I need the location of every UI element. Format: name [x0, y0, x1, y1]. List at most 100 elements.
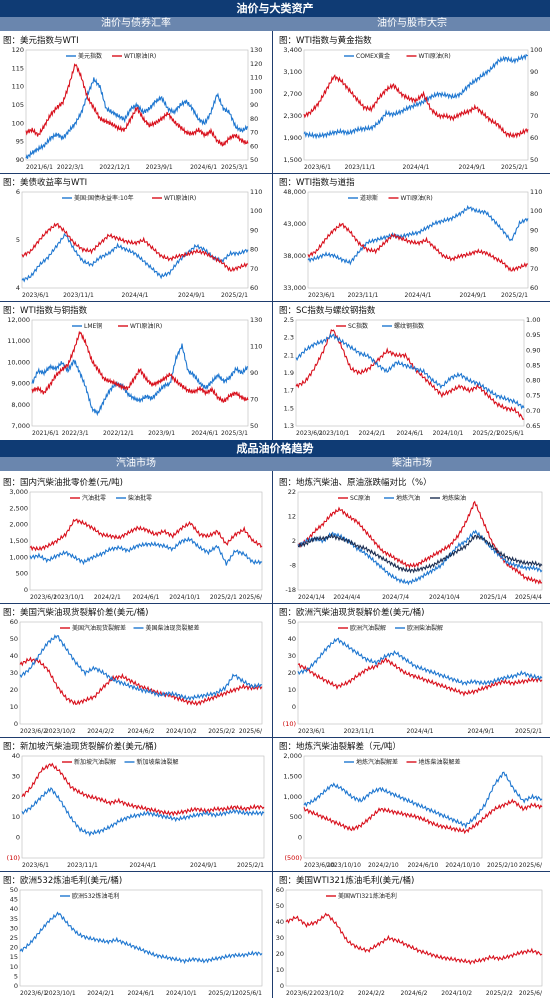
chart-title: 图：WTI指数与铜指数	[3, 306, 88, 316]
x-tick-label: 2024/4/1	[407, 728, 434, 735]
y-tick-label-left: 1.7	[284, 387, 294, 395]
chart-svg: 4 5 6 60 70 80 90 100 110 2023/6/1 2023/11/1 2024/4…	[16, 188, 263, 299]
y-tick-label-right: 70	[530, 265, 538, 273]
legend-label: 欧洲柴油裂解	[407, 624, 443, 632]
y-tick-label-left: 10	[12, 813, 20, 821]
x-tick-label: 2025/4/4	[515, 594, 542, 601]
legend-label: WTI原油(R)	[419, 52, 451, 60]
x-tick-label: 2024/4/1	[405, 292, 432, 299]
y-tick-label-right: 50	[530, 156, 538, 164]
y-tick-label-right: 70	[250, 396, 258, 404]
legend-label: 道琼斯	[360, 194, 378, 202]
row-divider	[0, 301, 550, 302]
y-tick-label-left: 2.5	[284, 316, 294, 324]
y-tick-label-left: 10	[10, 963, 18, 971]
series-line	[19, 634, 263, 702]
x-tick-label: 2023/10/1	[53, 594, 84, 601]
y-tick-label-right: 50	[250, 422, 258, 430]
y-tick-label-right: 130	[250, 46, 262, 54]
x-tick-label: 2025/2/2	[208, 728, 235, 735]
chart-svg: 1.3 1.5 1.7 1.9 2.1 2.3 2.5 0.65 0.70 0.75 0.80 0.8…	[284, 316, 541, 437]
legend-label: 新加坡汽油裂解	[74, 758, 116, 766]
y-tick-label-left: 50	[10, 635, 18, 643]
x-tick-label: 2025/2/1	[221, 292, 248, 299]
x-tick-label: 2023/11/1	[67, 862, 98, 869]
x-tick-label: 2023/10/1	[319, 430, 350, 437]
x-tick-label: 2023/11/1	[348, 292, 379, 299]
plot-frame	[19, 889, 263, 987]
x-tick-label: 2022/3/1	[57, 164, 84, 171]
chart-svg: (10) 0 10 20 30 40 2023/6/1 2023/11/1 2024/4/1 20…	[7, 752, 265, 869]
y-tick-label-left: 50	[10, 886, 18, 894]
x-tick-label: 2024/9/1	[190, 862, 217, 869]
subheader-left: 油价与债券汇率	[101, 18, 171, 29]
chart-panel-refinery-crack: 图：地炼汽柴油裂解差（元/吨） (500) 0 500 1,000 1,500 2,000…	[276, 740, 550, 870]
y-tick-label-left: 3,100	[283, 68, 302, 76]
plot-frame	[307, 191, 529, 289]
y-tick-label-left: 0	[14, 720, 18, 728]
y-tick-label-left: 30	[276, 934, 284, 942]
x-tick-label: 2025/2/1	[501, 292, 528, 299]
y-tick-label-right: 120	[250, 60, 262, 68]
x-tick-label: 2024/2/1	[87, 990, 114, 997]
row-divider	[0, 737, 550, 738]
x-tick-label: 2024/4/1	[130, 862, 157, 869]
x-tick-label: 2023/6/1	[20, 990, 47, 997]
legend-label: 螺纹钢指数	[394, 322, 424, 330]
y-tick-label-left: 15	[10, 953, 18, 961]
chart-title: 图：欧洲汽柴油现货裂解价差(美元/桶)	[279, 608, 425, 618]
y-tick-label-left: 100	[12, 119, 24, 127]
column-divider-2	[272, 471, 273, 998]
legend-label: 美国汽油现货裂解差	[72, 624, 126, 632]
x-tick-label: 2023/10/2	[313, 990, 344, 997]
y-tick-label-left: 12	[288, 513, 296, 521]
chart-svg: 33,000 38,000 43,000 48,000 60 70 80 90 100 110 20…	[283, 188, 542, 299]
x-tick-label: 2025/2/1	[208, 990, 235, 997]
y-tick-label-left: 22	[288, 488, 296, 496]
y-tick-label-right: 110	[250, 74, 262, 82]
chart-panel-eu-crack: 图：欧洲汽柴油现货裂解价差(美元/桶) (10) 0 10 20 30 40 50 2023/…	[276, 606, 550, 736]
legend-label: WTI原油(R)	[124, 52, 156, 60]
x-tick-label: 2024/9/1	[468, 728, 495, 735]
y-tick-label-left: 500	[16, 570, 28, 578]
series-line	[295, 333, 525, 410]
x-tick-label: 2024/2/10	[368, 862, 399, 869]
row-divider	[0, 603, 550, 604]
x-tick-label: 2022/12/1	[103, 430, 134, 437]
subheader-gasoline: 汽油市场	[116, 458, 156, 469]
series-line	[31, 330, 249, 404]
y-tick-label-left: 0	[24, 586, 28, 594]
x-tick-label: 2025/6/1	[235, 990, 262, 997]
y-tick-label-left: 60	[10, 618, 18, 626]
chart-panel-wti-gold: 图：WTI指数与黄金指数 1,500 1,900 2,300 2,700 3,100 3,…	[276, 34, 550, 172]
y-tick-label-left: 30	[288, 652, 296, 660]
chart-panel-us-321-margin: 图：美国WTI321炼油毛利(美元/桶) 0 10 20 30 40 50 60 2023/6…	[276, 874, 550, 998]
y-tick-label-left: 20	[12, 793, 20, 801]
y-tick-label-left: 120	[12, 46, 24, 54]
legend-label: 柴油批零	[128, 494, 152, 502]
legend-label: SC原油	[350, 494, 370, 502]
y-tick-label-left: 2.3	[284, 334, 294, 342]
series-line	[297, 656, 543, 697]
chart-panel-sg-crack: 图：新加坡汽柴油现货裂解价差(美元/桶) (10) 0 10 20 30 40 2023/6…	[0, 740, 272, 870]
x-tick-label: 2024/9/1	[460, 292, 487, 299]
y-tick-label-right: 0.70	[526, 407, 540, 415]
y-tick-label-left: 1,500	[283, 772, 302, 780]
x-tick-label: 2023/11/1	[63, 292, 94, 299]
y-tick-label-left: 0	[292, 703, 296, 711]
x-tick-label: 2024/9/1	[178, 292, 205, 299]
y-tick-label-left: 1.9	[284, 369, 294, 377]
y-tick-label-right: 70	[530, 112, 538, 120]
x-tick-label: 2025/6/	[239, 728, 263, 735]
chart-panel-wti-copper: 图：WTI指数与铜指数 7,000 8,000 9,000 10,000 11,000 1…	[0, 304, 272, 438]
y-tick-label-left: (10)	[283, 720, 296, 728]
plot-frame	[29, 491, 263, 591]
y-tick-label-left: 2	[292, 537, 296, 545]
x-tick-label: 2025/2/10	[487, 862, 518, 869]
series-line	[307, 204, 529, 266]
chart-title: 图：地炼汽柴油裂解差（元/吨）	[279, 742, 401, 752]
chart-svg: -18 -8 2 12 22 2024/1/4 2024/4/4 2024/7/4 2024/1…	[285, 488, 543, 601]
series-line	[21, 232, 249, 283]
legend-label: 地炼柴油	[442, 494, 466, 502]
